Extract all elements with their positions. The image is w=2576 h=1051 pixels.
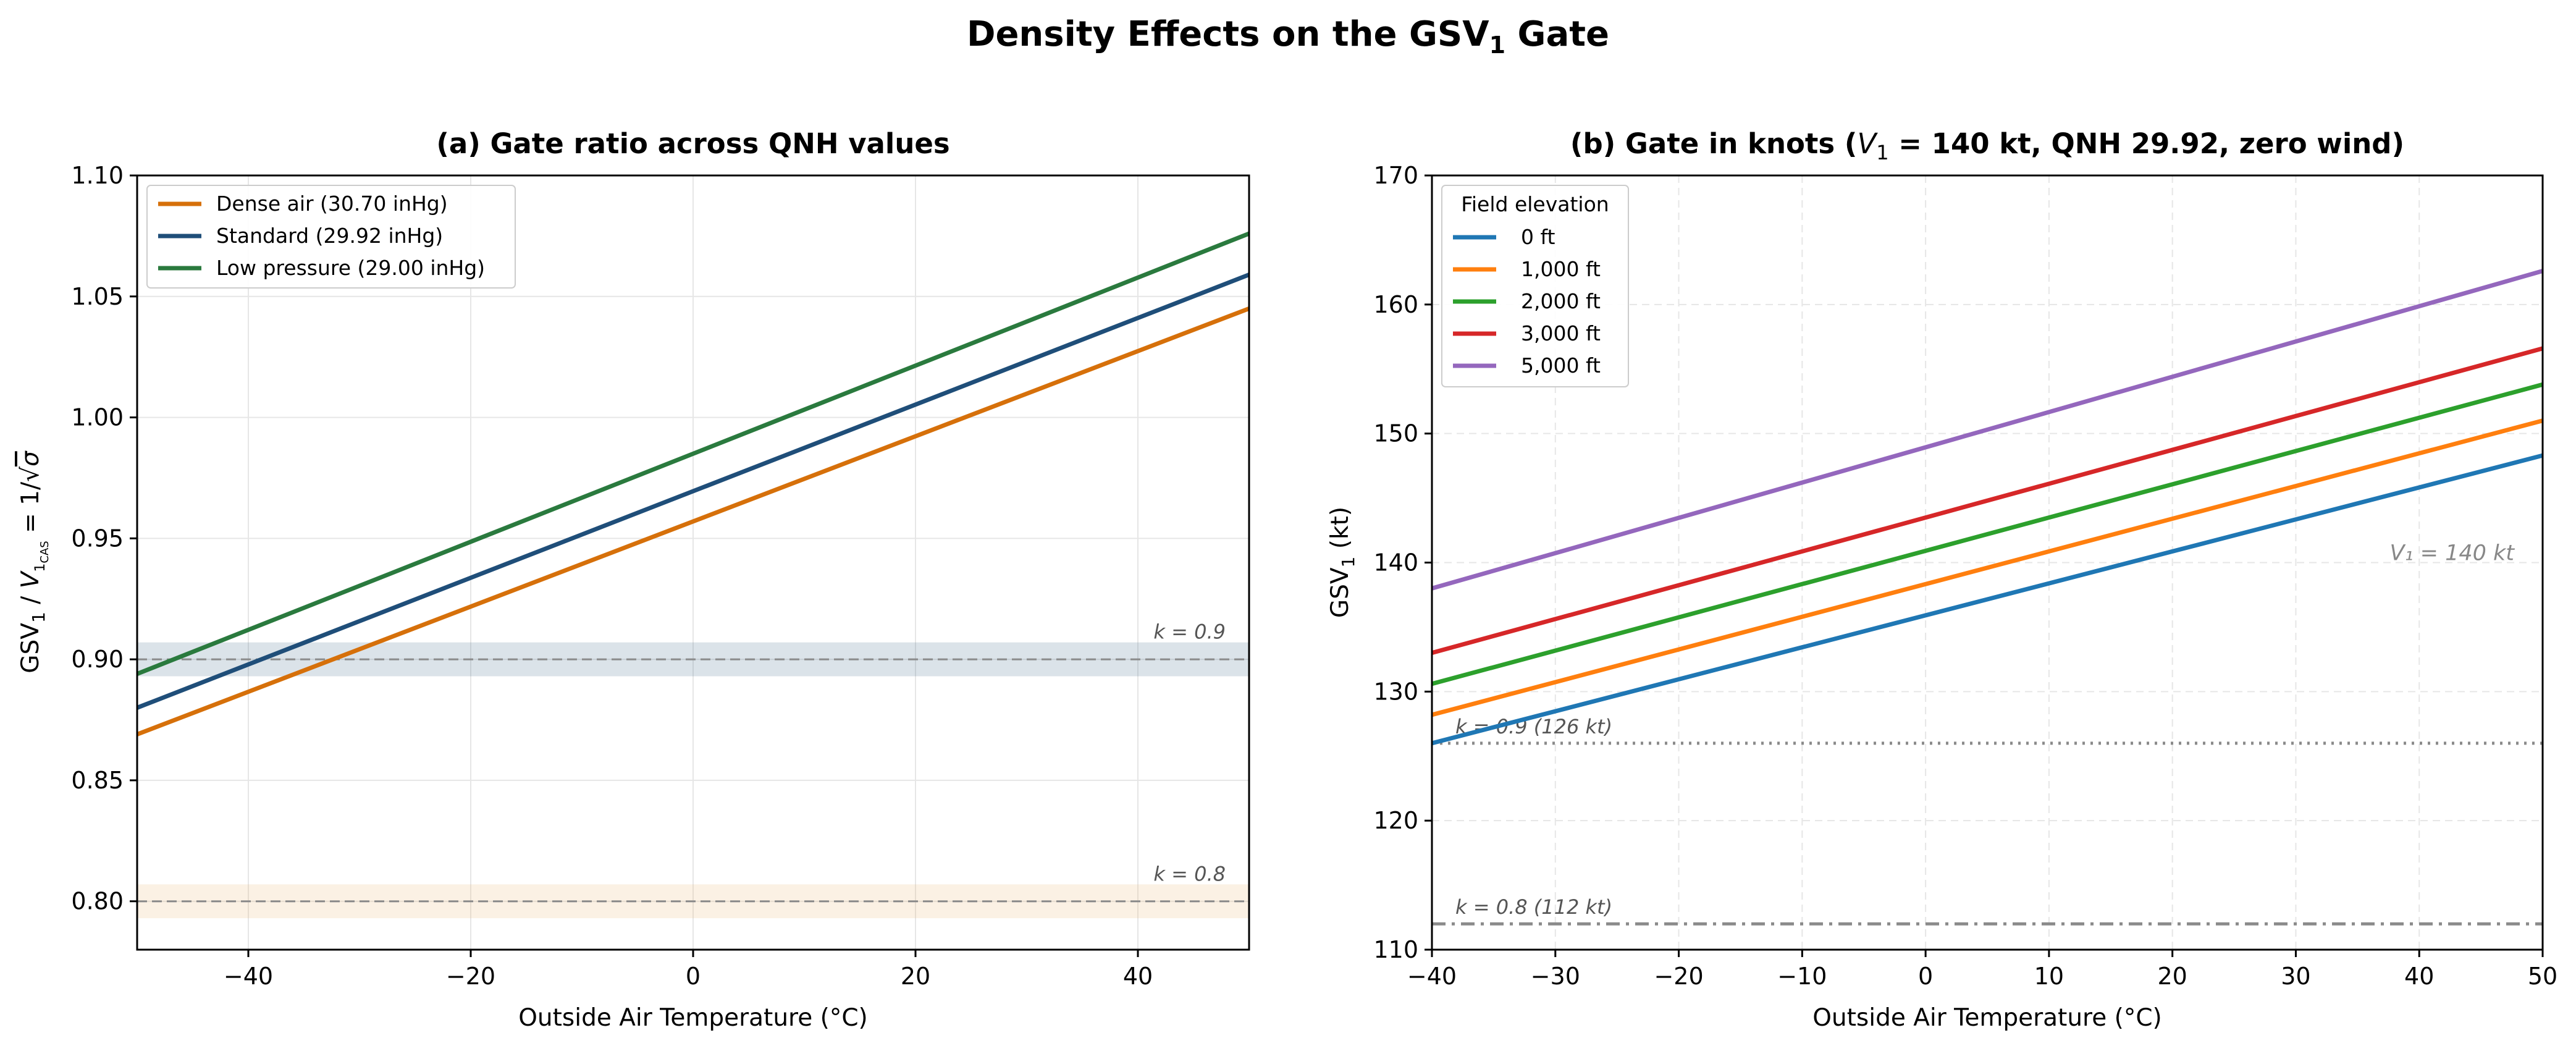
y-tick-label: 110 — [1373, 936, 1418, 963]
y-tick-label: 1.05 — [71, 283, 124, 310]
y-tick-label: 0.85 — [71, 767, 124, 794]
panel-b-ticks: −40 −30 −20 −10 0 10 20 30 40 50 110 120 130 140 150 16… — [1373, 162, 2557, 990]
series-line-2-000-ft — [1431, 382, 2543, 686]
x-tick-label: −20 — [446, 963, 495, 990]
panel-b-legend-title: Field elevation — [1461, 192, 1609, 216]
series-line-3-000-ft — [1431, 346, 2543, 656]
y-tick-label: 170 — [1373, 162, 1418, 189]
panel-a-grid — [137, 175, 1249, 950]
panel-b: (b) Gate in knots (V1 = 140 kt, QNH 29.9… — [1326, 127, 2557, 1032]
panel-b-legend: Field elevation 0 ft 1,000 ft 2,000 ft 3… — [1441, 185, 1629, 387]
panel-a-series — [136, 231, 1250, 737]
series-line-0-ft — [1431, 453, 2543, 746]
reference-label-k09: k = 0.9 — [1153, 620, 1226, 644]
y-tick-label: 0.95 — [71, 525, 124, 552]
legend-label-1000ft: 1,000 ft — [1521, 257, 1601, 281]
legend-label-low: Low pressure (29.00 inHg) — [216, 256, 485, 280]
x-tick-label: 30 — [2281, 963, 2310, 990]
y-tick-label: 140 — [1373, 549, 1418, 576]
y-tick-label: 160 — [1373, 291, 1418, 318]
panel-a: (a) Gate ratio across QNH values k = 0.9… — [17, 127, 1250, 1032]
panel-a-bands: k = 0.9 k = 0.8 — [137, 620, 1249, 919]
panel-b-title: (b) Gate in knots (V1 = 140 kt, QNH 29.9… — [1570, 127, 2404, 164]
y-tick-label: 1.10 — [71, 162, 124, 189]
x-tick-label: 10 — [2034, 963, 2064, 990]
panel-b-reference-lines: V₁ = 140 ktk = 0.9 (126 kt)k = 0.8 (112 … — [1432, 541, 2543, 926]
panel-a-legend: Dense air (30.70 inHg) Standard (29.92 i… — [146, 185, 516, 289]
y-tick-label: 150 — [1373, 420, 1418, 447]
y-tick-label: 1.00 — [71, 404, 124, 431]
series-line-standard-29-92-inhg — [136, 272, 1250, 710]
series-line-1-000-ft — [1431, 418, 2543, 717]
x-tick-label: 0 — [686, 963, 701, 990]
panel-a-legend-box — [146, 185, 516, 289]
panel-b-xlabel: Outside Air Temperature (°C) — [1812, 1004, 2162, 1032]
legend-label-2000ft: 2,000 ft — [1521, 289, 1601, 313]
panel-b-series — [1431, 269, 2543, 746]
figure-title: Density Effects on the GSV1 Gate — [967, 14, 1609, 59]
x-tick-label: 20 — [901, 963, 930, 990]
panel-a-ylabel: GSV1 / V1CAS = 1/√σ — [17, 450, 51, 673]
panel-a-title: (a) Gate ratio across QNH values — [436, 127, 949, 160]
x-tick-label: 20 — [2157, 963, 2187, 990]
panel-b-ylabel: GSV1 (kt) — [1326, 507, 1358, 618]
legend-label-3000ft: 3,000 ft — [1521, 321, 1601, 345]
panel-a-xlabel: Outside Air Temperature (°C) — [518, 1004, 868, 1032]
series-line-low-pressure-29-00-inhg — [136, 231, 1250, 676]
x-tick-label: 0 — [1918, 963, 1933, 990]
panel-a-ticks: −40 −20 0 20 40 0.80 0.85 0.90 0.95 1.00 1.05 1.10 — [71, 162, 1153, 990]
reference-label-k08: k = 0.8 — [1153, 862, 1226, 885]
x-tick-label: 40 — [2404, 963, 2434, 990]
y-tick-label: 130 — [1373, 678, 1418, 705]
reference-label-k08: k = 0.8 (112 kt) — [1455, 895, 1612, 919]
x-tick-label: 50 — [2528, 963, 2557, 990]
legend-label-5000ft: 5,000 ft — [1521, 353, 1601, 378]
reference-label-v1: V₁ = 140 kt — [2390, 541, 2515, 566]
y-tick-label: 0.90 — [71, 646, 124, 673]
y-tick-label: 120 — [1373, 807, 1418, 834]
x-tick-label: −10 — [1777, 963, 1827, 990]
x-tick-label: −40 — [1407, 963, 1457, 990]
legend-label-standard: Standard (29.92 inHg) — [216, 224, 443, 248]
y-tick-label: 0.80 — [71, 888, 124, 915]
legend-label-0ft: 0 ft — [1521, 225, 1555, 249]
x-tick-label: −30 — [1531, 963, 1580, 990]
x-tick-label: −40 — [224, 963, 273, 990]
series-line-dense-air-30-70-inhg — [136, 306, 1250, 737]
legend-label-dense: Dense air (30.70 inHg) — [216, 192, 448, 216]
x-tick-label: −20 — [1654, 963, 1703, 990]
x-tick-label: 40 — [1123, 963, 1153, 990]
series-line-5-000-ft — [1431, 269, 2543, 591]
